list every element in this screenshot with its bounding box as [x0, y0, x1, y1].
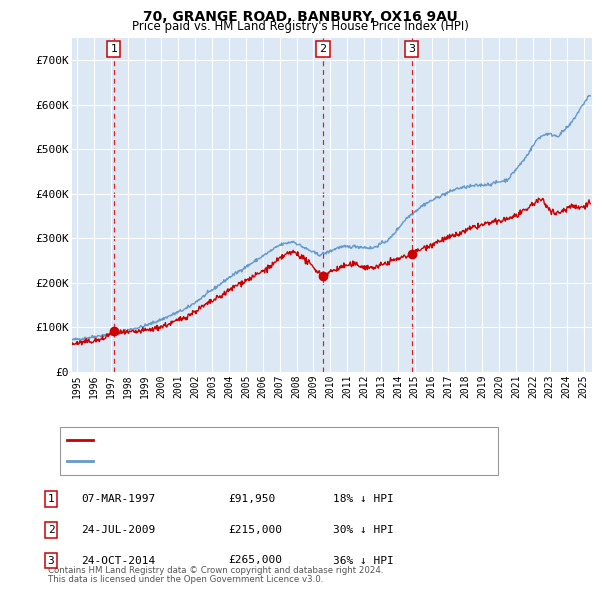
Text: This data is licensed under the Open Government Licence v3.0.: This data is licensed under the Open Gov…	[48, 575, 323, 584]
Text: 3: 3	[47, 556, 55, 565]
Text: 24-JUL-2009: 24-JUL-2009	[81, 525, 155, 535]
Text: 70, GRANGE ROAD, BANBURY, OX16 9AU (detached house): 70, GRANGE ROAD, BANBURY, OX16 9AU (deta…	[98, 435, 416, 445]
Text: 1: 1	[110, 44, 118, 54]
Text: 18% ↓ HPI: 18% ↓ HPI	[333, 494, 394, 504]
Text: Contains HM Land Registry data © Crown copyright and database right 2024.: Contains HM Land Registry data © Crown c…	[48, 566, 383, 575]
Text: Price paid vs. HM Land Registry's House Price Index (HPI): Price paid vs. HM Land Registry's House …	[131, 20, 469, 33]
Text: £91,950: £91,950	[228, 494, 275, 504]
Text: 1: 1	[47, 494, 55, 504]
Text: 2: 2	[47, 525, 55, 535]
Text: 24-OCT-2014: 24-OCT-2014	[81, 556, 155, 565]
Text: 2: 2	[319, 44, 326, 54]
Text: 36% ↓ HPI: 36% ↓ HPI	[333, 556, 394, 565]
Text: 07-MAR-1997: 07-MAR-1997	[81, 494, 155, 504]
Text: 30% ↓ HPI: 30% ↓ HPI	[333, 525, 394, 535]
Text: HPI: Average price, detached house, Cherwell: HPI: Average price, detached house, Cher…	[98, 457, 373, 467]
Text: 3: 3	[408, 44, 415, 54]
Text: 70, GRANGE ROAD, BANBURY, OX16 9AU: 70, GRANGE ROAD, BANBURY, OX16 9AU	[143, 10, 457, 24]
Text: £215,000: £215,000	[228, 525, 282, 535]
Text: £265,000: £265,000	[228, 556, 282, 565]
